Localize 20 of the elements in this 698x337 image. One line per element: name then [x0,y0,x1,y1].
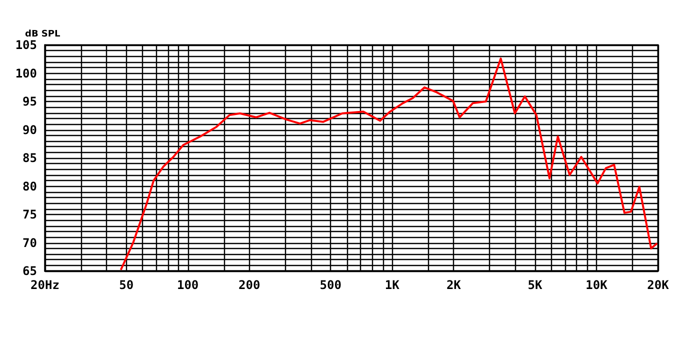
y-tick-label: 100 [15,66,37,80]
x-tick-label: 50 [119,278,134,292]
x-tick-label: 5K [528,278,543,292]
y-tick-label: 85 [22,151,37,165]
x-tick-label: 10K [586,278,608,292]
x-tick-label: 2K [446,278,462,292]
y-tick-label: 70 [22,236,37,250]
y-tick-label: 75 [22,208,37,222]
x-tick-label: 100 [176,278,199,292]
y-tick-label: 105 [15,38,37,52]
x-tick-label: 1K [384,278,400,292]
x-tick-label: 200 [238,278,260,292]
y-tick-label: 95 [22,94,37,108]
y-axis-title: dB SPL [25,30,61,40]
y-tick-label: 65 [22,264,37,278]
y-tick-label: 90 [22,122,37,137]
x-tick-label: 20Hz [30,278,60,292]
y-tick-label: 80 [22,179,37,194]
x-tick-label: 500 [320,278,342,292]
x-tick-label: 20K [647,278,670,292]
